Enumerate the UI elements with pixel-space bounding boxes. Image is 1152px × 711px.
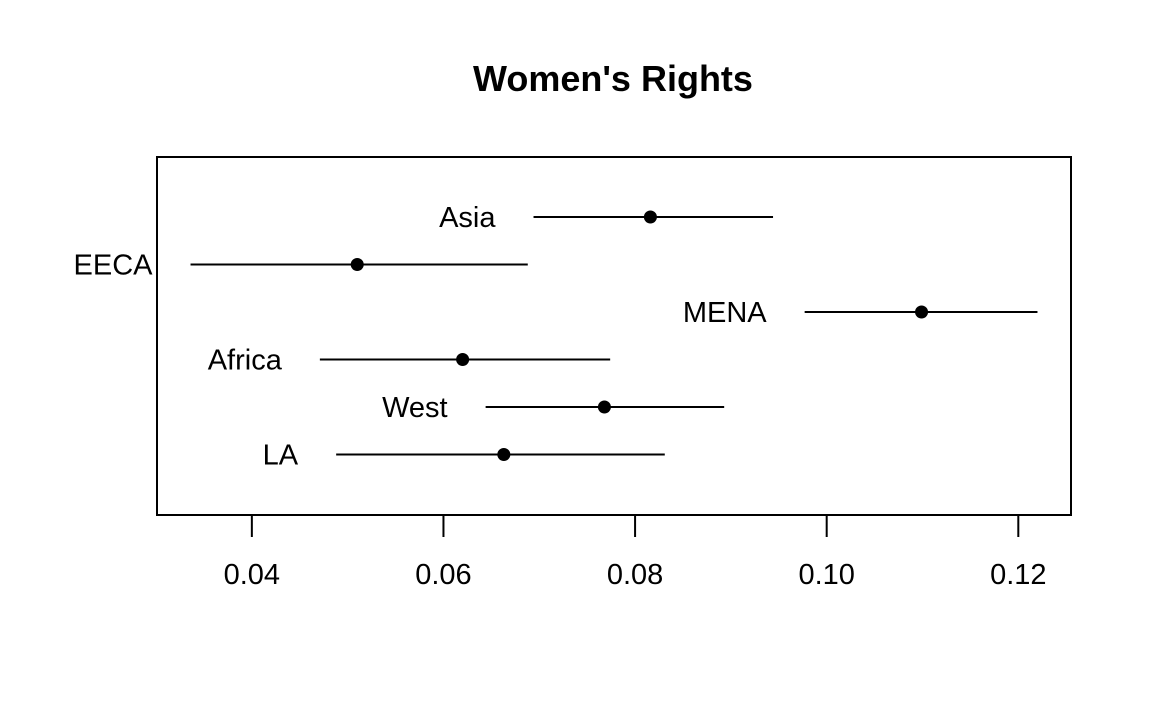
estimate-point-asia	[643, 210, 657, 224]
region-label-mena: MENA	[683, 297, 767, 329]
region-label-west: West	[382, 392, 448, 424]
x-tick-label: 0.10	[798, 559, 854, 591]
x-tick-label: 0.04	[224, 559, 280, 591]
region-intervals: Asia EECA MENA Africa West LA	[74, 202, 1038, 472]
region-label-asia: Asia	[439, 202, 496, 234]
x-tick-label: 0.06	[415, 559, 471, 591]
region-label-eeca: EECA	[74, 250, 154, 282]
region-label-africa: Africa	[208, 345, 283, 377]
x-tick-label: 0.12	[990, 559, 1046, 591]
x-axis: 0.04 0.06 0.08 0.10 0.12	[224, 514, 1047, 591]
x-tick-label: 0.08	[607, 559, 663, 591]
chart-title: Women's Rights	[473, 58, 753, 99]
estimate-point-africa	[456, 353, 470, 366]
estimate-point-mena	[915, 305, 929, 319]
region-label-la: LA	[263, 440, 299, 472]
estimate-point-eeca	[350, 258, 364, 271]
estimate-point-la	[497, 448, 511, 461]
estimate-point-west	[597, 400, 611, 414]
